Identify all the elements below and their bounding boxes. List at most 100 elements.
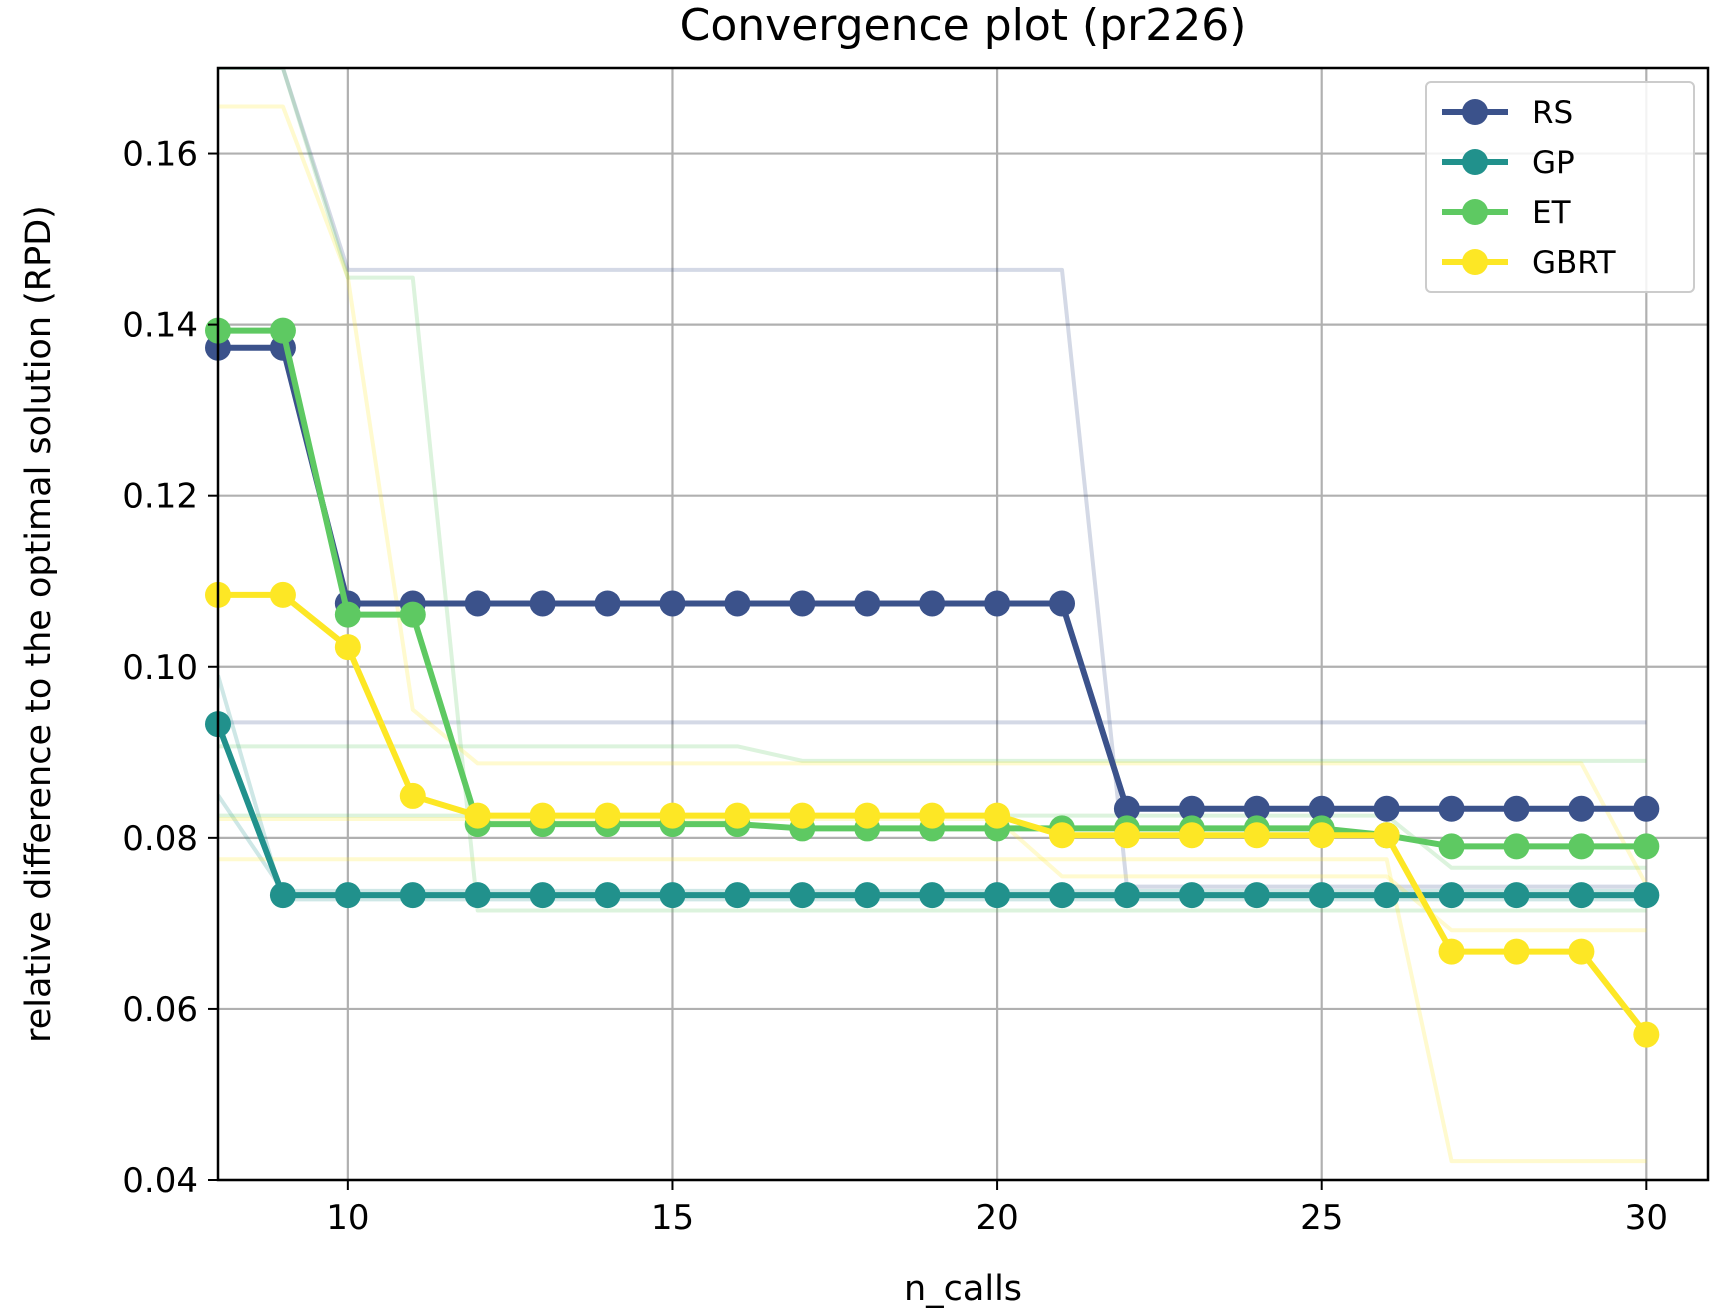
point-gbrt	[1633, 1021, 1660, 1048]
legend-label: GBRT	[1532, 245, 1617, 281]
point-rs	[1503, 795, 1530, 822]
point-gp	[594, 882, 621, 909]
x-axis-ticks: 10 15 20 25 30	[326, 1180, 1668, 1238]
point-gp	[1438, 882, 1465, 909]
point-et	[1503, 833, 1530, 860]
point-gp	[464, 882, 491, 909]
series-rs	[205, 334, 1660, 822]
point-et	[1438, 833, 1465, 860]
point-rs	[984, 590, 1011, 617]
x-tick-label: 25	[1300, 1198, 1343, 1238]
plot-frame	[216, 66, 1710, 1182]
point-gbrt	[1308, 822, 1335, 849]
point-gp	[1178, 882, 1205, 909]
point-rs	[1308, 795, 1335, 822]
point-gp	[854, 882, 881, 909]
point-gbrt	[854, 802, 881, 829]
point-gp	[919, 882, 946, 909]
point-rs	[1113, 795, 1140, 822]
point-gbrt	[724, 802, 751, 829]
point-rs	[1373, 795, 1400, 822]
point-gbrt	[334, 634, 361, 661]
chart-title: Convergence plot (pr226)	[680, 0, 1247, 51]
point-et	[1568, 833, 1595, 860]
point-gp	[269, 882, 296, 909]
point-rs	[919, 590, 946, 617]
point-rs	[1568, 795, 1595, 822]
point-gp	[529, 882, 556, 909]
legend-entry-rs: RS	[1442, 95, 1573, 131]
point-gp	[789, 882, 816, 909]
point-gbrt	[269, 581, 296, 608]
point-gp	[1568, 882, 1595, 909]
point-gp	[1503, 882, 1530, 909]
point-gp	[334, 882, 361, 909]
y-axis-ticks: 0.04 0.06 0.08 0.10 0.12 0.14 0.16	[122, 135, 218, 1201]
series-gbrt	[205, 581, 1660, 1048]
point-gbrt	[594, 802, 621, 829]
point-rs	[1438, 795, 1465, 822]
point-gbrt	[1503, 938, 1530, 965]
point-gp	[659, 882, 686, 909]
point-gbrt	[529, 802, 556, 829]
point-gbrt	[1243, 822, 1270, 849]
x-tick-label: 20	[975, 1198, 1018, 1238]
legend-label: RS	[1532, 95, 1573, 131]
point-gbrt	[1438, 938, 1465, 965]
legend-marker	[1462, 99, 1488, 125]
series-gp	[205, 711, 1660, 909]
point-gbrt	[1178, 822, 1205, 849]
point-gp	[1633, 882, 1660, 909]
point-gbrt	[1049, 822, 1076, 849]
point-gp	[1113, 882, 1140, 909]
point-et	[399, 601, 426, 628]
point-gbrt	[789, 802, 816, 829]
point-rs	[1049, 590, 1076, 617]
point-rs	[854, 590, 881, 617]
series-lines	[205, 317, 1660, 1048]
run-line-rs	[218, 68, 1647, 889]
point-rs	[1243, 795, 1270, 822]
point-rs	[724, 590, 751, 617]
point-gp	[1373, 882, 1400, 909]
point-rs	[1178, 795, 1205, 822]
point-gbrt	[1568, 938, 1595, 965]
point-gbrt	[919, 802, 946, 829]
point-gp	[984, 882, 1011, 909]
y-tick-label: 0.08	[122, 819, 198, 859]
point-gp	[1049, 882, 1076, 909]
point-rs	[464, 590, 491, 617]
legend: RS GP ET GBRT	[1425, 81, 1695, 293]
legend-box	[1425, 81, 1695, 293]
y-tick-label: 0.06	[122, 990, 198, 1030]
x-tick-label: 30	[1625, 1198, 1668, 1238]
legend-marker	[1462, 149, 1488, 175]
point-rs	[594, 590, 621, 617]
point-rs	[1633, 795, 1660, 822]
point-rs	[789, 590, 816, 617]
point-gp	[399, 882, 426, 909]
y-tick-label: 0.16	[122, 135, 198, 175]
point-gbrt	[399, 782, 426, 809]
x-tick-label: 10	[326, 1198, 369, 1238]
y-axis-label: relative difference to the optimal solut…	[19, 205, 59, 1043]
point-rs	[529, 590, 556, 617]
x-tick-label: 15	[651, 1198, 694, 1238]
legend-marker	[1462, 249, 1488, 275]
point-gp	[1243, 882, 1270, 909]
x-axis-label: n_calls	[904, 1269, 1022, 1309]
point-et	[1633, 833, 1660, 860]
point-gbrt	[984, 802, 1011, 829]
legend-entry-et: ET	[1442, 195, 1572, 231]
y-tick-label: 0.14	[122, 306, 198, 346]
y-tick-label: 0.04	[122, 1161, 198, 1201]
y-tick-label: 0.12	[122, 477, 198, 517]
run-line-et	[218, 68, 1647, 913]
point-gbrt	[1373, 822, 1400, 849]
legend-label: ET	[1532, 195, 1572, 231]
point-et	[269, 317, 296, 344]
point-gbrt	[1113, 822, 1140, 849]
legend-label: GP	[1532, 145, 1575, 181]
point-gp	[724, 882, 751, 909]
y-tick-label: 0.10	[122, 648, 198, 688]
